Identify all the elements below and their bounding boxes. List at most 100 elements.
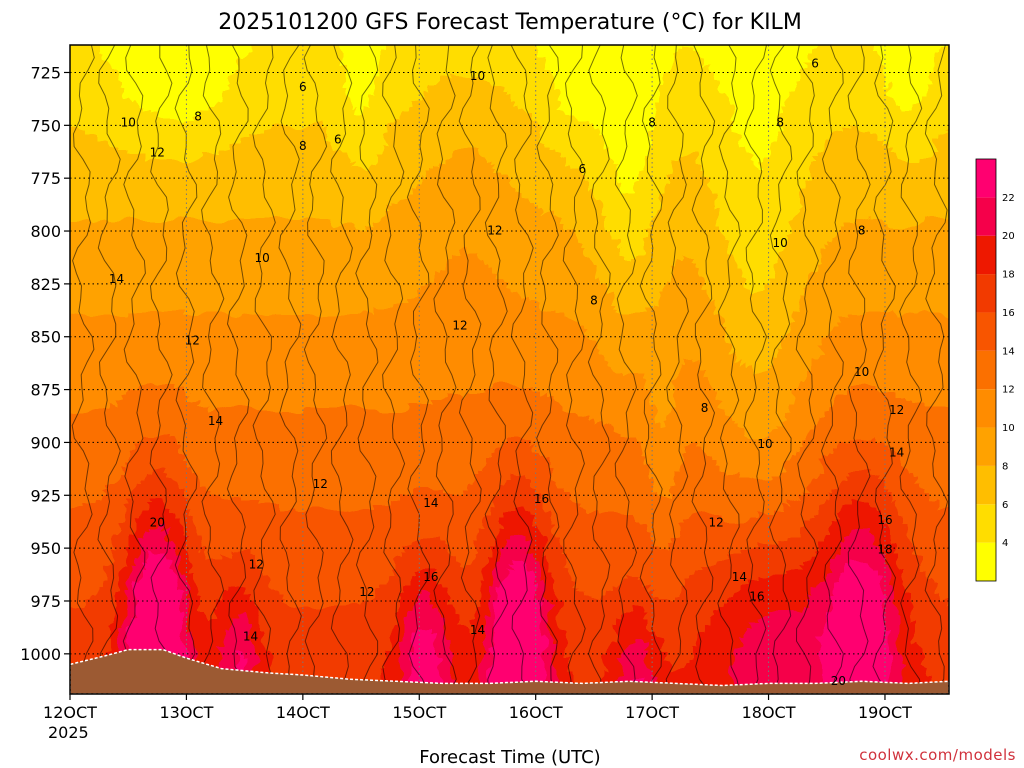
field-cell [50, 455, 56, 461]
field-cell [95, 300, 101, 306]
field-cell [205, 555, 211, 561]
field-cell [125, 30, 131, 36]
field-cell [175, 130, 181, 136]
field-cell [120, 435, 126, 441]
field-cell [130, 360, 136, 366]
field-cell [95, 55, 101, 61]
field-cell [135, 100, 141, 106]
field-cell [145, 325, 151, 331]
field-cell [155, 440, 161, 446]
field-cell [155, 160, 161, 166]
field-cell [125, 95, 131, 101]
field-cell [200, 540, 206, 546]
field-cell [105, 605, 111, 611]
field-cell [130, 420, 136, 426]
field-cell [215, 390, 221, 396]
field-cell [85, 300, 91, 306]
field-cell [70, 640, 76, 646]
field-cell [70, 265, 76, 271]
field-cell [205, 620, 211, 626]
field-cell [180, 550, 186, 556]
field-cell [70, 175, 76, 181]
field-cell [210, 450, 216, 456]
field-cell [125, 310, 131, 316]
field-cell [205, 545, 211, 551]
field-cell [100, 560, 106, 566]
field-cell [55, 620, 61, 626]
field-cell [125, 585, 131, 591]
field-cell [100, 285, 106, 291]
field-cell [90, 195, 96, 201]
field-cell [205, 630, 211, 636]
field-cell [100, 600, 106, 606]
field-cell [175, 380, 181, 386]
field-cell [215, 415, 221, 421]
field-cell [225, 100, 231, 106]
field-cell [85, 455, 91, 461]
field-cell [225, 155, 231, 161]
field-cell [135, 355, 141, 361]
field-cell [70, 180, 76, 186]
field-cell [155, 345, 161, 351]
field-cell [120, 560, 126, 566]
field-cell [115, 575, 121, 581]
field-cell [170, 640, 176, 646]
field-cell [200, 120, 206, 126]
field-cell [170, 100, 176, 106]
field-cell [140, 630, 146, 636]
field-cell [180, 455, 186, 461]
field-cell [220, 350, 226, 356]
field-cell [210, 695, 216, 701]
field-cell [160, 365, 166, 371]
field-cell [165, 250, 171, 256]
field-cell [100, 635, 106, 641]
field-cell [205, 485, 211, 491]
field-cell [195, 305, 201, 311]
field-cell [90, 695, 96, 701]
field-cell [110, 230, 116, 236]
field-cell [160, 55, 166, 61]
field-cell [220, 315, 226, 321]
field-cell [190, 475, 196, 481]
field-cell [210, 515, 216, 521]
field-cell [150, 65, 156, 71]
field-cell [205, 445, 211, 451]
field-cell [190, 25, 196, 31]
field-cell [195, 605, 201, 611]
field-cell [165, 375, 171, 381]
field-cell [135, 595, 141, 601]
field-cell [180, 595, 186, 601]
field-cell [155, 200, 161, 206]
field-cell [180, 255, 186, 261]
field-cell [90, 270, 96, 276]
field-cell [80, 625, 86, 631]
field-cell [185, 610, 191, 616]
field-cell [190, 565, 196, 571]
field-cell [105, 705, 111, 711]
field-cell [225, 200, 231, 206]
field-cell [140, 285, 146, 291]
field-cell [180, 565, 186, 571]
field-cell [145, 180, 151, 186]
field-cell [195, 115, 201, 121]
field-cell [190, 220, 196, 226]
field-cell [195, 485, 201, 491]
field-cell [215, 315, 221, 321]
field-cell [125, 215, 131, 221]
field-cell [105, 430, 111, 436]
field-cell [110, 595, 116, 601]
field-cell [120, 480, 126, 486]
field-cell [160, 130, 166, 136]
field-cell [135, 315, 141, 321]
field-cell [140, 195, 146, 201]
field-cell [90, 85, 96, 91]
field-cell [155, 305, 161, 311]
field-cell [185, 515, 191, 521]
field-cell [185, 475, 191, 481]
field-cell [100, 110, 106, 116]
field-cell [205, 155, 211, 161]
field-cell [200, 570, 206, 576]
field-cell [50, 250, 56, 256]
field-cell [120, 510, 126, 516]
field-cell [175, 55, 181, 61]
